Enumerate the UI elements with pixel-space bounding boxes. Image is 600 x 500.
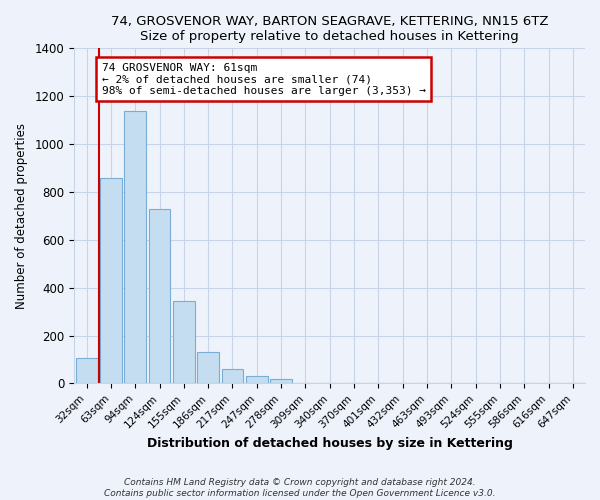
Bar bbox=[100, 178, 122, 384]
Title: 74, GROSVENOR WAY, BARTON SEAGRAVE, KETTERING, NN15 6TZ
Size of property relativ: 74, GROSVENOR WAY, BARTON SEAGRAVE, KETT… bbox=[111, 15, 548, 43]
Bar bbox=[124, 110, 146, 384]
Bar bbox=[197, 352, 219, 384]
Bar bbox=[149, 208, 170, 384]
Text: 74 GROSVENOR WAY: 61sqm
← 2% of detached houses are smaller (74)
98% of semi-det: 74 GROSVENOR WAY: 61sqm ← 2% of detached… bbox=[101, 62, 425, 96]
Bar bbox=[76, 358, 98, 384]
Bar bbox=[173, 301, 195, 384]
Text: Contains HM Land Registry data © Crown copyright and database right 2024.
Contai: Contains HM Land Registry data © Crown c… bbox=[104, 478, 496, 498]
X-axis label: Distribution of detached houses by size in Kettering: Distribution of detached houses by size … bbox=[147, 437, 512, 450]
Bar bbox=[270, 379, 292, 384]
Bar bbox=[221, 368, 244, 384]
Y-axis label: Number of detached properties: Number of detached properties bbox=[15, 123, 28, 309]
Bar bbox=[246, 376, 268, 384]
